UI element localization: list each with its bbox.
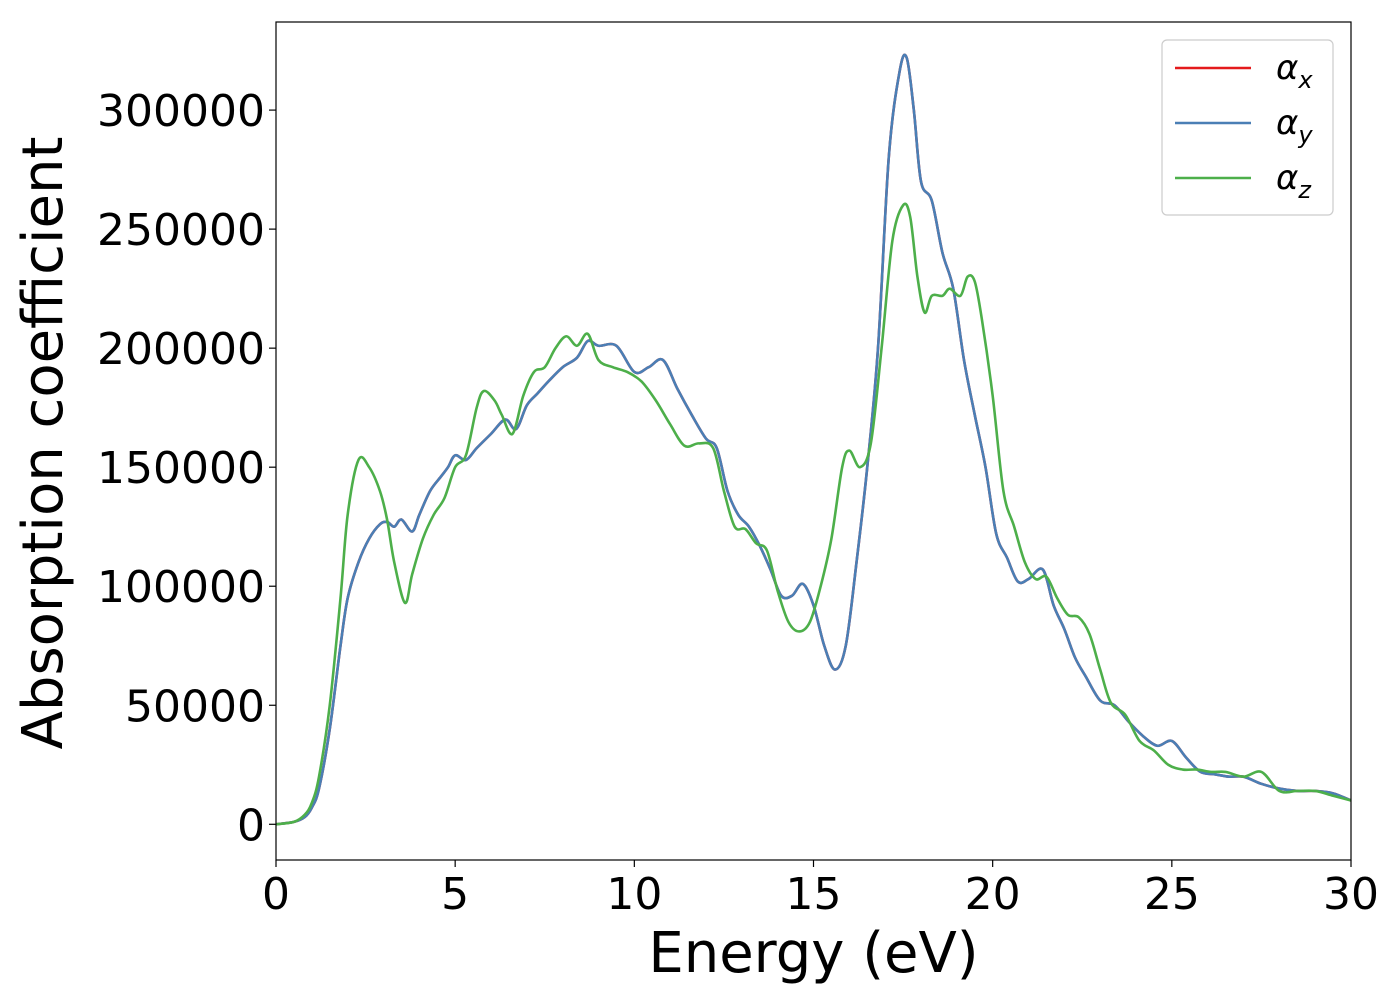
legend-box xyxy=(1161,39,1334,216)
x-tick-label: 30 xyxy=(1323,869,1379,920)
x-tick-label: 25 xyxy=(1144,869,1200,920)
series-layer xyxy=(276,53,1351,826)
x-tick-label: 5 xyxy=(441,869,469,920)
y-axis-title: Absorption coefficient xyxy=(11,137,76,750)
x-tick-label: 15 xyxy=(786,869,842,920)
y-tick-label: 300000 xyxy=(97,86,265,137)
x-tick-label: 10 xyxy=(606,869,662,920)
y-tick-label: 50000 xyxy=(125,681,265,732)
y-tick-label: 250000 xyxy=(97,205,265,256)
x-axis-title: Energy (eV) xyxy=(648,921,978,986)
series-line-y xyxy=(276,53,1351,826)
x-tick-label: 0 xyxy=(262,869,290,920)
series-line-z xyxy=(276,202,1351,826)
y-tick-label: 0 xyxy=(237,800,265,851)
y-tick-label: 100000 xyxy=(97,562,265,613)
y-tick-label: 200000 xyxy=(97,324,265,375)
tick-layer: 0 5 10 15 20 25 30 0 50000 100000 150000 200000 2500… xyxy=(97,86,1379,920)
x-tick-label: 20 xyxy=(965,869,1021,920)
y-tick-label: 150000 xyxy=(97,443,265,494)
